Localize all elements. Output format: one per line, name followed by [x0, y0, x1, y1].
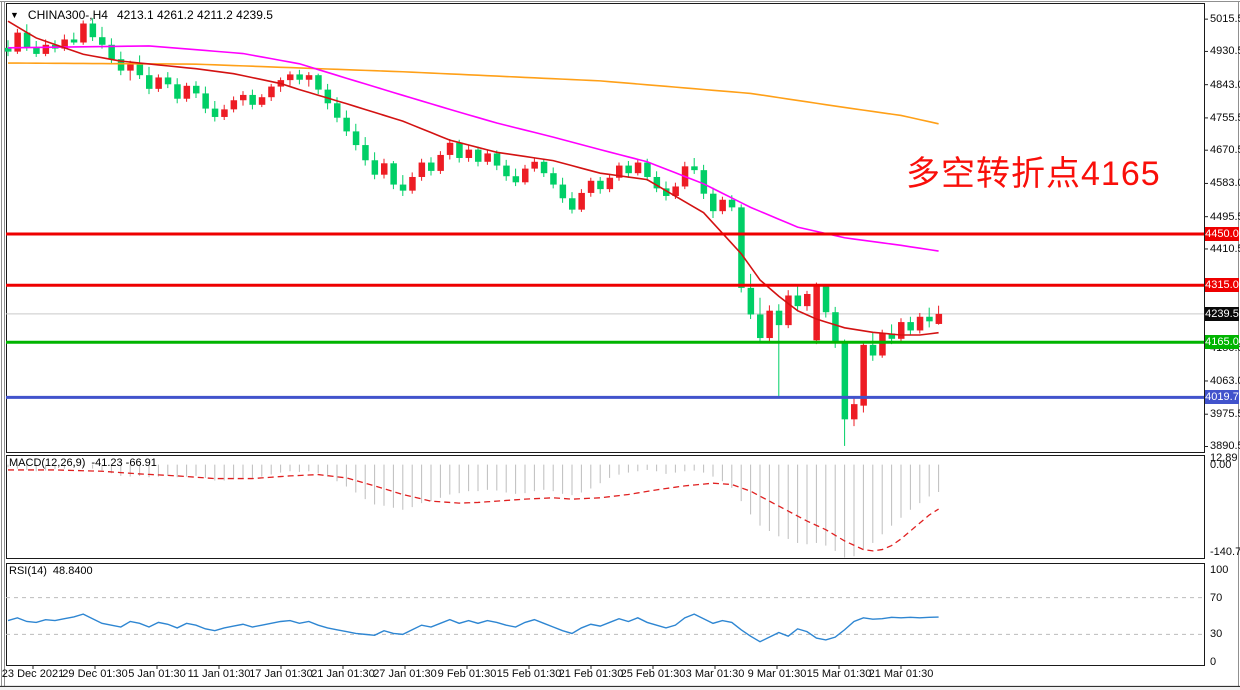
time-tick-label: 9 Mar 01:30: [747, 668, 807, 680]
rsi-tick-label: 70: [1210, 591, 1223, 604]
annotation-text: 多空转折点4165: [906, 155, 1161, 193]
rsi-name: RSI(14): [9, 565, 47, 577]
macd-values: -41.23 -66.91: [91, 457, 157, 469]
macd-tick-label: 0.00: [1210, 459, 1232, 471]
ma-red-line: [7, 20, 939, 336]
time-tick-label: 9 Feb 01:30: [437, 668, 497, 680]
time-tick-label: 29 Dec 01:30: [62, 668, 128, 680]
ohlc-readout: 4213.1 4261.2 4211.2 4239.5: [116, 8, 273, 22]
price-tick-label: 4930.5: [1210, 45, 1240, 58]
axis-ticks: [32, 18, 1208, 669]
rsi-tick-label: 0: [1210, 655, 1217, 668]
price-badge: 4315.0: [1205, 278, 1239, 293]
time-tick-label: 15 Mar 01:30: [806, 668, 872, 680]
candles-layer: [5, 18, 943, 446]
rsi-line: [7, 613, 939, 643]
time-tick-label: 21 Mar 01:30: [868, 668, 934, 680]
price-tick-label: 4755.5: [1210, 111, 1240, 124]
macd-tick-label: -140.73: [1210, 546, 1240, 558]
macd-name: MACD(12,26,9): [9, 457, 86, 469]
price-tick-label: 4063.0: [1210, 374, 1240, 387]
price-tick-label: 5015.5: [1210, 13, 1240, 26]
price-badge: 4019.7: [1205, 390, 1239, 405]
macd-signal-line: [8, 469, 939, 552]
price-tick-label: 4410.5: [1210, 242, 1240, 255]
price-tick-label: 3975.5: [1210, 408, 1240, 421]
time-tick-label: 25 Feb 01:30: [620, 668, 686, 680]
time-axis[interactable]: 23 Dec 2021 29 Dec 01:30 5 Jan 01:30 11 Jan…: [0, 666, 1204, 686]
rsi-value: 48.8400: [52, 565, 93, 577]
macd-indicator-label: MACD(12,26,9) -41.23 -66.91: [9, 457, 157, 469]
time-tick-label: 27 Jan 01:30: [373, 668, 437, 680]
time-tick-label: 5 Jan 01:30: [128, 668, 186, 680]
price-tick-label: 4670.5: [1210, 144, 1240, 157]
symbol-period-label: CHINA300-,H4: [27, 8, 108, 22]
ma-orange-line: [7, 62, 939, 125]
rsi-tick-label: 100: [1210, 563, 1229, 576]
time-tick-label: 21 Feb 01:30: [558, 668, 624, 680]
price-axis[interactable]: 5015.5 4930.5 4843.0 4755.5 4670.5 4583.0 4495…: [1204, 0, 1240, 690]
time-tick-label: 17 Jan 01:30: [249, 668, 313, 680]
price-tick-label: 4583.0: [1210, 177, 1240, 190]
price-badge: 4450.0: [1205, 226, 1239, 241]
time-tick-label: 23 Dec 2021: [1, 668, 65, 680]
price-tick-label: 4843.0: [1210, 78, 1240, 91]
time-tick-label: 21 Jan 01:30: [311, 668, 375, 680]
rsi-tick-label: 30: [1210, 628, 1223, 641]
macd-histogram: [7, 464, 940, 558]
price-badge: 4239.5: [1205, 306, 1239, 321]
time-tick-label: 3 Mar 01:30: [685, 668, 745, 680]
price-tick-label: 3890.5: [1210, 440, 1240, 453]
symbol-dropdown-icon[interactable]: ▼: [10, 10, 19, 20]
pane-borders: [6, 3, 1205, 666]
chart-title-bar: ▼ CHINA300-,H4 4213.1 4261.2 4211.2 4239…: [10, 8, 273, 22]
rsi-indicator-label: RSI(14) 48.8400: [9, 565, 93, 577]
macd-tick-label: 12.89: [1210, 452, 1238, 464]
price-badge: 4165.0: [1205, 335, 1239, 350]
price-tick-label: 4495.5: [1210, 210, 1240, 223]
time-tick-label: 15 Feb 01:30: [496, 668, 562, 680]
time-tick-label: 11 Jan 01:30: [187, 668, 251, 680]
ma-magenta-line: [7, 45, 939, 252]
window-bottom-strip: [0, 687, 1240, 690]
